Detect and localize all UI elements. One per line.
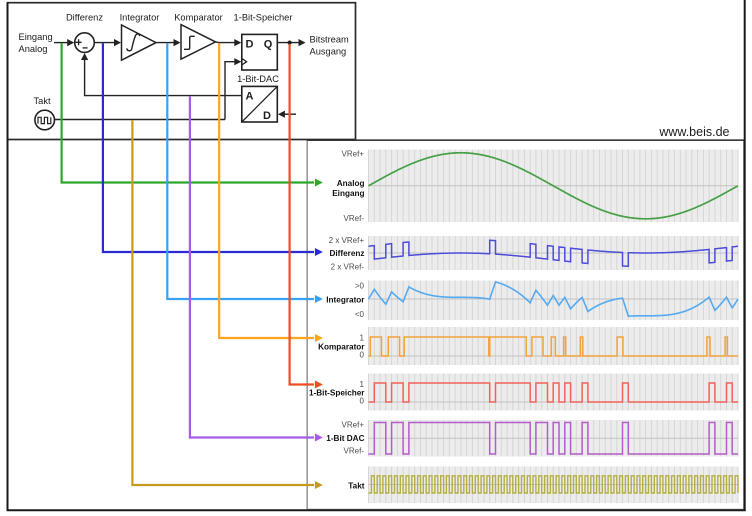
svg-text:Eingang: Eingang (332, 189, 364, 198)
svg-text:0: 0 (360, 397, 365, 406)
svg-text:Komparator: Komparator (174, 13, 223, 23)
svg-text:Differenz: Differenz (66, 13, 103, 23)
svg-text:Analog: Analog (337, 179, 365, 188)
svg-text:VRef+: VRef+ (342, 150, 365, 159)
svg-text:2 x VRef+: 2 x VRef+ (329, 236, 365, 245)
svg-text:Ausgang: Ausgang (310, 47, 347, 57)
svg-text:Differenz: Differenz (329, 249, 364, 258)
svg-text:Takt: Takt (34, 96, 51, 106)
svg-text:2 x VRef-: 2 x VRef- (331, 263, 365, 272)
svg-text:D: D (263, 110, 271, 122)
svg-text:Integrator: Integrator (326, 296, 365, 305)
svg-text:D: D (246, 38, 254, 50)
svg-text:Q: Q (264, 38, 273, 50)
svg-text:www.beis.de: www.beis.de (658, 125, 729, 139)
svg-text:Komparator: Komparator (318, 343, 365, 352)
svg-text:VRef-: VRef- (344, 447, 365, 456)
svg-text:<0: <0 (355, 310, 365, 319)
svg-text:A: A (246, 91, 254, 103)
svg-text:VRef+: VRef+ (342, 421, 365, 430)
svg-text:VRef-: VRef- (344, 214, 365, 223)
svg-text:Integrator: Integrator (120, 13, 160, 23)
svg-text:Bitstream: Bitstream (310, 35, 350, 45)
svg-text:Takt: Takt (348, 482, 364, 491)
svg-text:1: 1 (360, 380, 365, 389)
svg-text:Analog: Analog (19, 44, 48, 54)
svg-text:1-Bit-Speicher: 1-Bit-Speicher (309, 389, 365, 398)
svg-text:1-Bit-DAC: 1-Bit-DAC (237, 74, 279, 84)
svg-text:1-Bit-Speicher: 1-Bit-Speicher (234, 13, 293, 23)
svg-text:1: 1 (360, 334, 365, 343)
svg-text:0: 0 (360, 351, 365, 360)
svg-text:>0: >0 (355, 282, 365, 291)
svg-text:1-Bit DAC: 1-Bit DAC (326, 434, 364, 443)
svg-text:Eingang: Eingang (19, 32, 53, 42)
